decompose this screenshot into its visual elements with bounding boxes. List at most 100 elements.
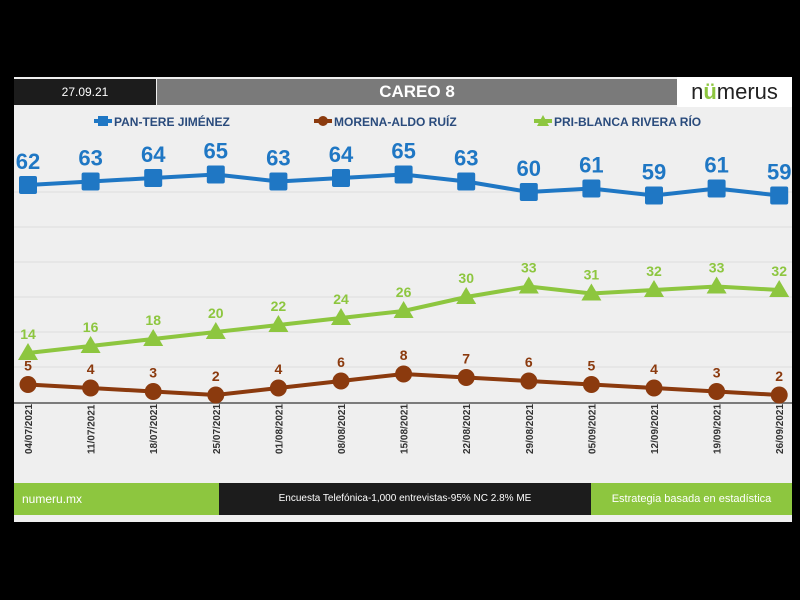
data-label: 65 <box>391 139 415 164</box>
x-tick-label: 29/08/2021 <box>525 404 536 454</box>
data-point <box>81 172 100 191</box>
x-tick-label: 19/09/2021 <box>713 404 724 454</box>
x-tick-label: 18/07/2021 <box>149 404 160 454</box>
x-tick-label: 01/08/2021 <box>274 404 285 454</box>
x-tick-label: 22/08/2021 <box>462 404 473 454</box>
data-label: 7 <box>462 351 470 367</box>
data-point <box>143 329 164 346</box>
data-label: 32 <box>646 263 662 279</box>
data-label: 33 <box>709 260 725 276</box>
chart-panel: 27.09.21 CAREO 8 nümerus 04/07/2021 11/07… <box>14 77 792 522</box>
data-point <box>457 369 475 386</box>
legend-marker <box>98 116 108 126</box>
x-tick-label: 08/08/2021 <box>337 404 348 454</box>
data-label: 33 <box>521 260 537 276</box>
header-date: 27.09.21 <box>14 79 156 105</box>
data-label: 16 <box>83 319 99 335</box>
data-point <box>80 336 101 353</box>
data-point <box>18 343 38 360</box>
data-label: 59 <box>642 160 666 185</box>
data-label: 61 <box>579 153 603 178</box>
data-label: 30 <box>458 270 474 286</box>
data-point <box>582 376 600 393</box>
data-point <box>82 379 100 397</box>
data-label: 6 <box>337 354 345 370</box>
data-point <box>456 287 477 304</box>
data-point <box>206 165 225 184</box>
x-tick-label: 25/07/2021 <box>212 404 223 454</box>
data-point <box>395 365 413 383</box>
data-point <box>144 169 163 187</box>
data-label: 60 <box>517 156 541 181</box>
data-label: 3 <box>149 365 157 381</box>
data-point <box>706 276 727 294</box>
data-point <box>19 176 37 194</box>
data-point <box>518 276 539 294</box>
data-point <box>332 169 350 187</box>
data-point <box>207 386 225 404</box>
data-label: 59 <box>767 160 791 185</box>
data-label: 2 <box>775 368 783 384</box>
data-point <box>269 379 287 397</box>
data-point <box>457 172 476 191</box>
data-point <box>393 301 414 318</box>
legend-label: MORENA-ALDO RUÍZ <box>334 114 457 129</box>
data-label: 2 <box>212 368 220 384</box>
data-point <box>520 372 538 390</box>
data-point <box>770 186 789 205</box>
data-label: 24 <box>333 291 349 307</box>
data-label: 14 <box>20 326 36 342</box>
data-label: 5 <box>588 358 596 374</box>
data-point <box>769 280 790 297</box>
data-point <box>268 315 289 332</box>
data-label: 5 <box>24 358 32 374</box>
data-point <box>205 322 226 339</box>
data-label: 64 <box>329 142 354 167</box>
footer-tagline: Estrategia basada en estadística <box>591 483 792 515</box>
data-label: 26 <box>396 284 412 300</box>
data-label: 22 <box>271 298 287 314</box>
data-label: 3 <box>713 365 721 381</box>
data-point <box>19 376 37 393</box>
data-label: 64 <box>141 142 166 167</box>
data-point <box>770 386 788 404</box>
legend-marker <box>537 115 549 126</box>
data-label: 61 <box>704 153 728 178</box>
x-tick-label: 05/09/2021 <box>587 404 598 454</box>
line-chart: 04/07/2021 11/07/2021 18/07/2021 25/07/2021… <box>14 114 792 454</box>
data-label: 32 <box>771 263 787 279</box>
data-label: 65 <box>204 139 228 164</box>
data-label: 18 <box>145 312 161 328</box>
data-label: 63 <box>78 146 102 171</box>
data-point <box>144 383 162 400</box>
data-label: 4 <box>275 361 283 377</box>
data-point <box>332 372 350 390</box>
x-tick-label: 15/08/2021 <box>400 404 411 454</box>
x-tick-label: 12/09/2021 <box>650 404 661 454</box>
data-label: 63 <box>454 146 478 171</box>
data-point <box>582 179 601 198</box>
data-label: 4 <box>87 361 95 377</box>
data-label: 31 <box>584 267 600 283</box>
data-label: 4 <box>650 361 658 377</box>
logo: nümerus <box>677 77 792 107</box>
data-point <box>707 179 726 198</box>
footer-methodology: Encuesta Telefónica-1,000 entrevistas-95… <box>219 483 591 515</box>
chart-title: CAREO 8 <box>157 79 677 105</box>
data-label: 8 <box>400 347 408 363</box>
legend-label: PRI-BLANCA RIVERA RÍO <box>554 114 701 129</box>
legend-label: PAN-TERE JIMÉNEZ <box>114 114 230 129</box>
data-label: 63 <box>266 146 290 171</box>
data-label: 62 <box>16 149 40 174</box>
x-tick-label: 04/07/2021 <box>24 404 35 454</box>
data-label: 20 <box>208 305 224 321</box>
data-point <box>644 280 664 297</box>
data-point <box>581 283 602 301</box>
data-point <box>519 183 538 201</box>
data-point <box>645 379 663 397</box>
data-point <box>331 308 351 325</box>
x-tick-label: 26/09/2021 <box>775 404 786 454</box>
legend-marker <box>318 116 328 126</box>
data-point <box>394 165 413 184</box>
footer-website: numeru.mx <box>14 483 219 515</box>
